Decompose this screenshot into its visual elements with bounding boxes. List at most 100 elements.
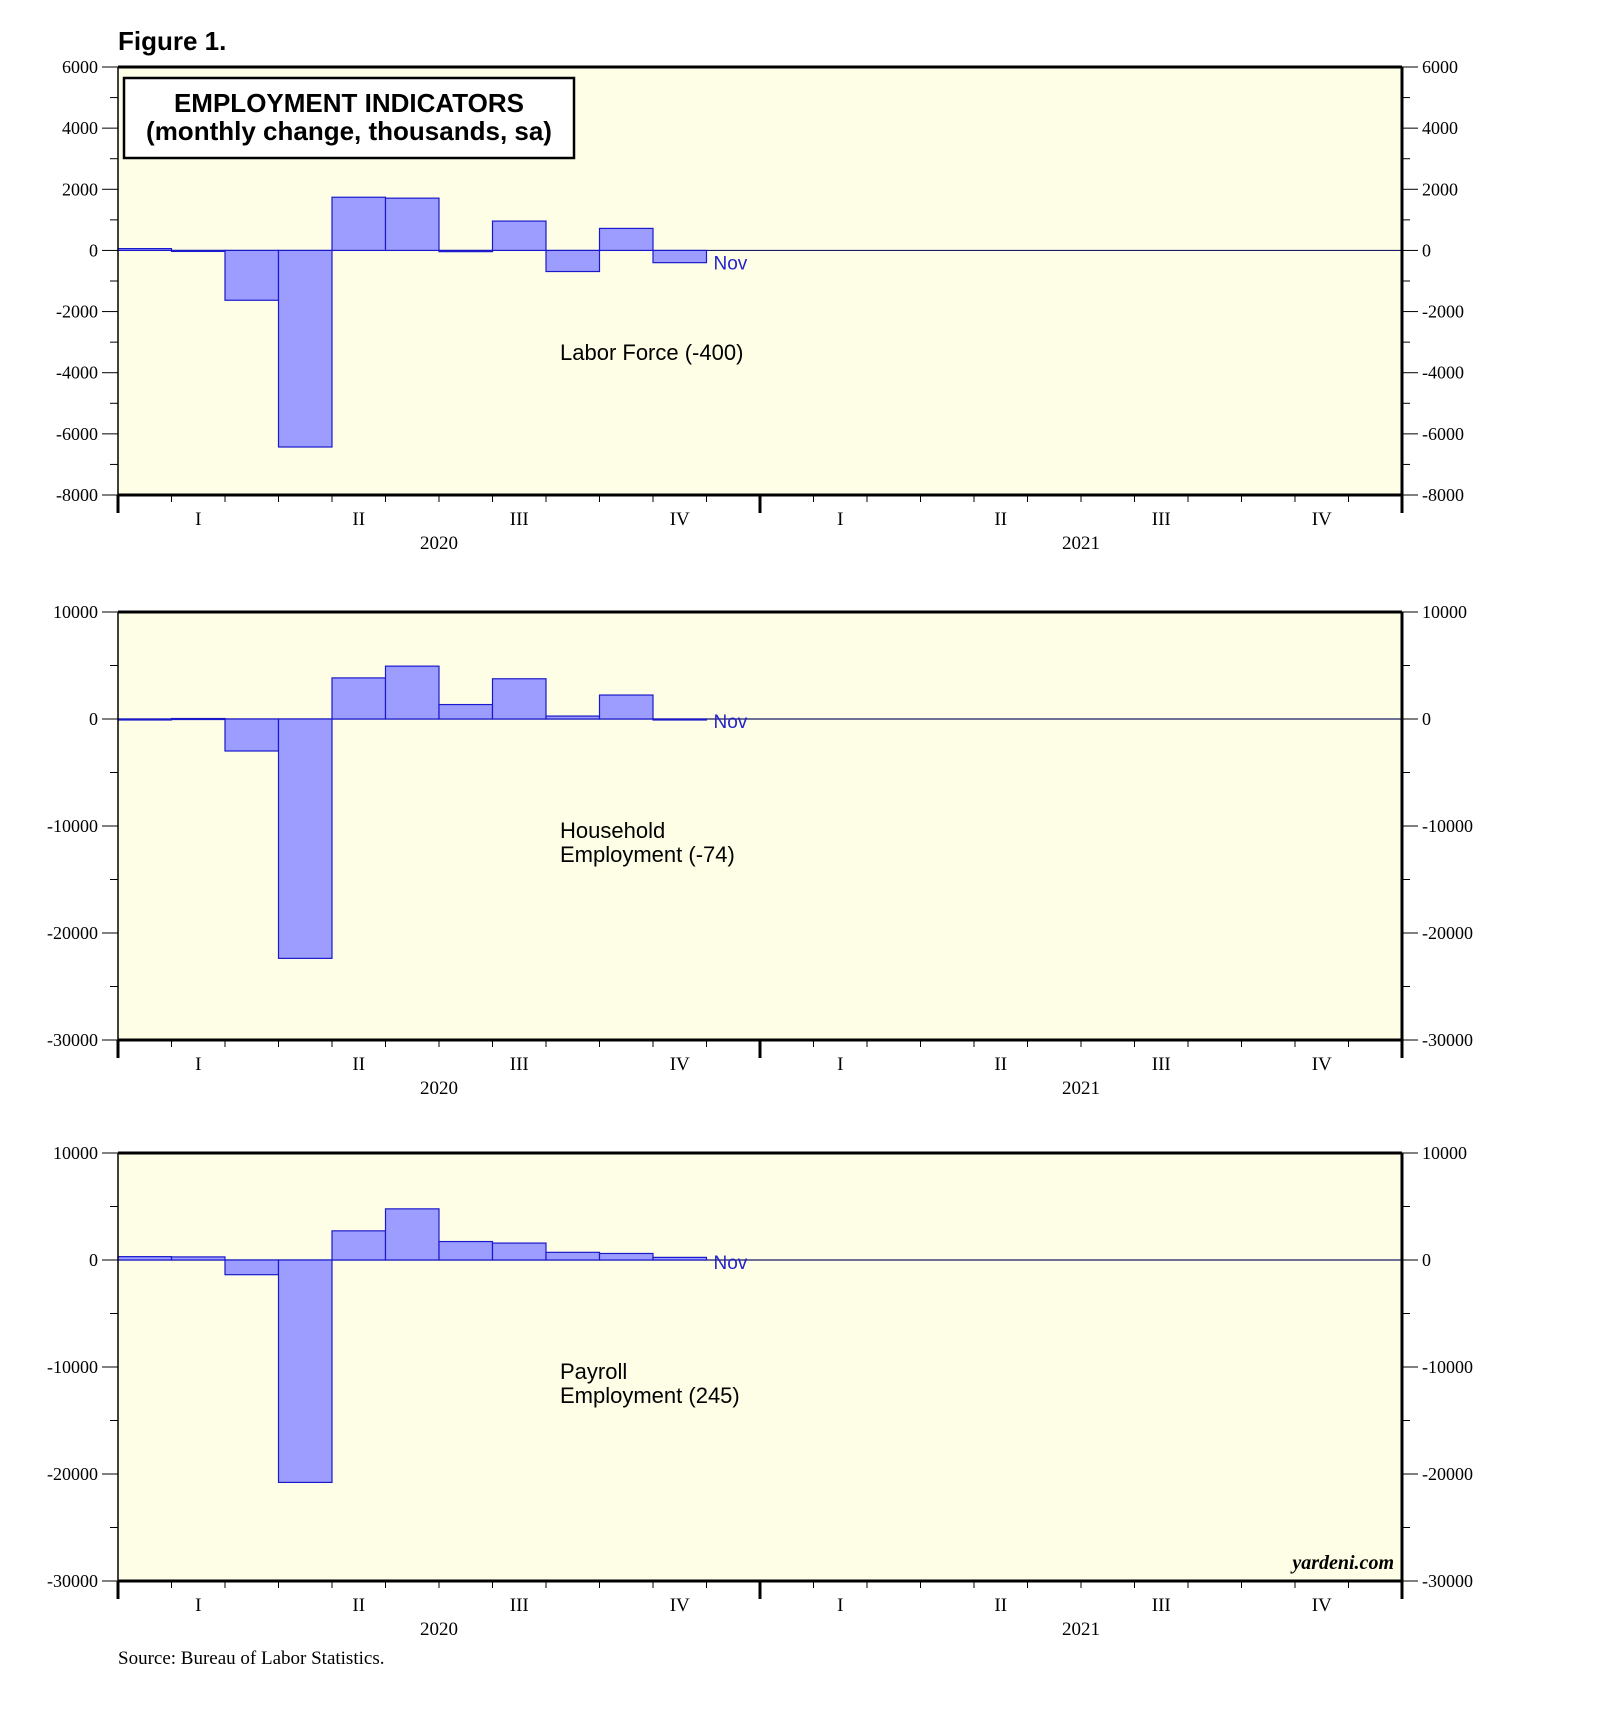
chart-title: EMPLOYMENT INDICATORS [174, 88, 524, 118]
x-quarter-label: IV [1312, 1054, 1332, 1075]
x-quarter-label: III [1152, 509, 1171, 530]
y-tick-label-left: -8000 [56, 485, 98, 505]
x-year-label: 2020 [420, 1619, 458, 1640]
bar-jul-2020 [438, 1240, 494, 1261]
x-year-label: 2021 [1062, 533, 1100, 554]
figure-label: Figure 1. [118, 26, 226, 56]
y-tick-label-right: 6000 [1422, 57, 1458, 77]
y-tick-label-right: 0 [1422, 240, 1431, 260]
y-tick-label-left: -30000 [47, 1030, 98, 1050]
y-tick-label-right: 4000 [1422, 118, 1458, 138]
bar-apr-2020 [277, 718, 333, 959]
bar-aug-2020 [491, 1242, 547, 1261]
x-year-label: 2021 [1062, 1619, 1100, 1640]
y-tick-label-left: 0 [89, 1250, 98, 1270]
y-tick-label-right: 10000 [1422, 1143, 1467, 1163]
y-tick-label-right: -10000 [1422, 816, 1473, 836]
bar-feb-2020 [170, 717, 226, 721]
bar-mar-2020 [224, 249, 280, 301]
bar-mar-2020 [224, 718, 280, 752]
y-tick-label-right: -20000 [1422, 1464, 1473, 1484]
y-tick-label-right: -30000 [1422, 1030, 1473, 1050]
y-tick-label-left: 6000 [62, 57, 98, 77]
bar-jul-2020 [438, 249, 494, 253]
y-tick-label-right: 0 [1422, 709, 1431, 729]
bar-jan-2020 [117, 718, 173, 721]
bar-oct-2020 [598, 1252, 654, 1261]
y-tick-label-left: 10000 [53, 602, 98, 622]
latest-month-label: Nov [714, 253, 748, 274]
y-tick-label-right: -20000 [1422, 923, 1473, 943]
series-annotation-line: Employment (-74) [560, 842, 735, 867]
y-tick-label-left: 0 [89, 709, 98, 729]
bar-jun-2020 [384, 197, 440, 252]
y-tick-label-right: -8000 [1422, 485, 1464, 505]
y-tick-label-left: 2000 [62, 179, 98, 199]
bar-jul-2020 [438, 703, 494, 720]
bar-may-2020 [331, 196, 387, 252]
x-quarter-label: IV [1312, 1595, 1332, 1616]
bar-jun-2020 [384, 1208, 440, 1261]
y-tick-label-right: 10000 [1422, 602, 1467, 622]
x-year-label: 2021 [1062, 1078, 1100, 1099]
y-tick-label-left: 4000 [62, 118, 98, 138]
x-quarter-label: III [510, 509, 529, 530]
x-quarter-label: III [1152, 1054, 1171, 1075]
x-quarter-label: II [994, 1054, 1007, 1075]
y-tick-label-left: -30000 [47, 1571, 98, 1591]
series-annotation-line: Employment (245) [560, 1383, 740, 1408]
series-annotation-line: Payroll [560, 1359, 627, 1384]
x-quarter-label: I [195, 509, 201, 530]
bar-sep-2020 [545, 715, 601, 720]
x-quarter-label: IV [670, 509, 690, 530]
x-quarter-label: III [1152, 1595, 1171, 1616]
bar-may-2020 [331, 677, 387, 720]
y-tick-label-right: -30000 [1422, 1571, 1473, 1591]
bar-sep-2020 [545, 249, 601, 273]
bar-apr-2020 [277, 249, 333, 448]
source-note: Source: Bureau of Labor Statistics. [118, 1648, 384, 1669]
bar-oct-2020 [598, 227, 654, 252]
y-tick-label-right: -2000 [1422, 302, 1464, 322]
bar-feb-2020 [170, 1256, 226, 1261]
bar-aug-2020 [491, 220, 547, 252]
latest-month-label: Nov [714, 712, 748, 733]
y-tick-label-left: 0 [89, 240, 98, 260]
chart-panels: Nov Labor Force (-400) 6000 4000 2000 0 -2000 -… [47, 57, 1473, 1640]
bar-aug-2020 [491, 678, 547, 720]
bar-jan-2020 [117, 247, 173, 252]
bar-nov-2020 [652, 718, 708, 721]
x-quarter-label: IV [670, 1054, 690, 1075]
y-tick-label-right: 0 [1422, 1250, 1431, 1270]
bar-feb-2020 [170, 249, 226, 253]
bar-sep-2020 [545, 1251, 601, 1261]
y-tick-label-left: -2000 [56, 302, 98, 322]
x-quarter-label: III [510, 1054, 529, 1075]
bar-jun-2020 [384, 665, 440, 720]
bar-nov-2020 [652, 1256, 708, 1261]
x-quarter-label: I [195, 1054, 201, 1075]
x-quarter-label: IV [1312, 509, 1332, 530]
x-quarter-label: I [837, 509, 843, 530]
y-tick-label-right: -4000 [1422, 363, 1464, 383]
x-quarter-label: I [837, 1054, 843, 1075]
x-quarter-label: IV [670, 1595, 690, 1616]
x-quarter-label: II [994, 1595, 1007, 1616]
y-tick-label-left: -10000 [47, 1357, 98, 1377]
x-quarter-label: II [352, 1054, 365, 1075]
series-annotation-line: Household [560, 818, 665, 843]
x-quarter-label: II [994, 509, 1007, 530]
y-tick-label-left: -20000 [47, 923, 98, 943]
x-year-label: 2020 [420, 533, 458, 554]
bar-nov-2020 [652, 249, 708, 264]
y-tick-label-left: -10000 [47, 816, 98, 836]
series-annotation-line: Labor Force (-400) [560, 340, 743, 365]
x-year-label: 2020 [420, 1078, 458, 1099]
bar-mar-2020 [224, 1259, 280, 1276]
bar-jan-2020 [117, 1256, 173, 1261]
x-quarter-label: II [352, 509, 365, 530]
x-quarter-label: I [195, 1595, 201, 1616]
x-quarter-label: II [352, 1595, 365, 1616]
